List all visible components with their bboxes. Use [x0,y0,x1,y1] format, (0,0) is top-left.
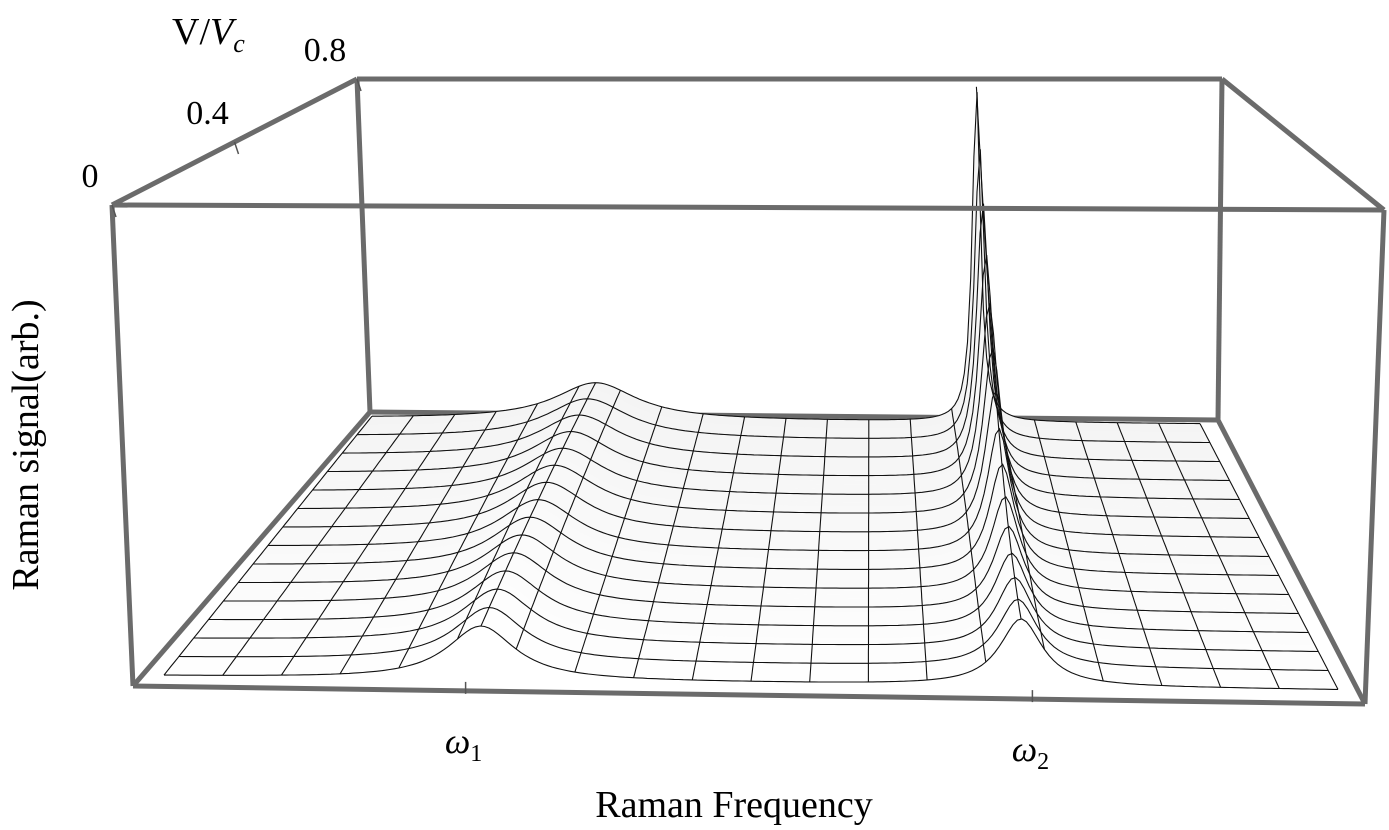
mesh-line-y [1075,421,1163,686]
mesh-line-y [1033,419,1104,682]
mesh-line-y [1158,422,1280,689]
y-tick-label: 0.4 [186,95,229,132]
frame-edge-floor-left [131,410,372,688]
frame-edge-floor-right [1215,418,1368,706]
mesh-line-y [398,403,539,669]
y-tick-label: 0 [82,158,99,195]
mesh-line-y [456,386,580,640]
frame-back [110,76,1386,423]
mesh-line-y [574,406,663,673]
mesh-line-y [951,408,987,663]
x-tick-label: ω2 [1012,729,1049,775]
frame-edge-front-top [111,202,1385,213]
mesh-line-y [750,418,787,682]
mesh-line-peak [975,86,1022,619]
frame-edge-front-bottom [132,683,1366,707]
frame-edge-front-right [1362,209,1387,705]
y-axis-label-sub: c [233,29,245,58]
surface-strip [350,158,1215,451]
frame-front [109,202,1387,707]
mesh-line-x [372,92,1200,425]
mesh-line-y [222,415,414,676]
frame-edge-front-left [109,204,136,687]
frame-edge-back-left [354,78,373,413]
surface-strip [364,105,1206,433]
y-tick [356,78,362,92]
y-axis-label-italic: V [210,11,237,53]
y-axis-label-main: V/ [172,11,210,53]
mesh-line-x [357,149,1210,444]
mesh-line-y [280,414,456,676]
mesh-line-y [633,413,704,678]
x-axis-label: Raman Frequency [595,784,873,826]
surface-mesh [163,86,1339,690]
mesh-line-y [909,419,928,680]
surface-strip [360,119,1208,438]
mesh-line-y [1199,423,1339,690]
mesh-line-peak [480,382,597,627]
y-tick [233,141,240,155]
mesh-line-y [163,415,373,676]
mesh-line-y [809,419,828,682]
mesh-line-y [515,390,621,650]
surface-strip [367,92,1203,429]
frame-edge-back-right [1215,78,1225,421]
mesh-line-y [691,416,746,681]
mesh-line-y [1116,422,1222,688]
mesh-line-y [992,394,1046,650]
frame-edge-top-right [1220,77,1386,212]
y-axis-ticks: 0 0.4 0.8 [82,32,362,218]
x-axis-ticks: ω1 ω2 [445,681,1049,775]
z-axis-label: Raman signal(arb.) [5,299,47,590]
surface-strip [354,145,1212,446]
y-tick [111,204,117,218]
y-axis-label: V/Vc [172,11,245,58]
y-tick-label: 0.8 [304,32,347,69]
mesh-line-y [339,411,497,675]
surface-strip [357,132,1210,442]
x-tick-label: ω1 [445,721,482,767]
